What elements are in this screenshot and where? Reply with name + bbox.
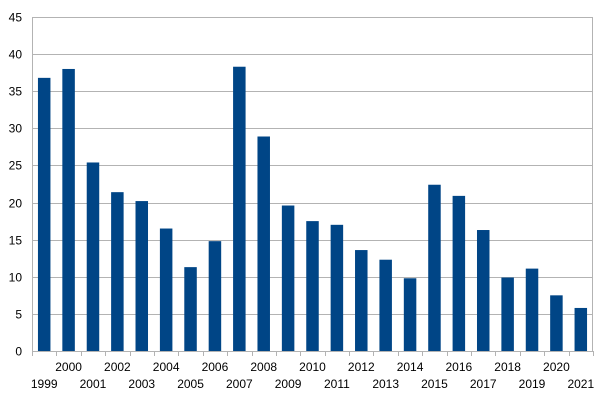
x-tick-label-2017: 2017 — [470, 377, 497, 391]
bar-2002 — [111, 192, 124, 351]
bar-2020 — [550, 295, 563, 351]
bar-2005 — [184, 267, 197, 351]
x-tick-label-2002: 2002 — [104, 360, 131, 374]
x-tick-label-2001: 2001 — [80, 377, 107, 391]
bar-2010 — [306, 221, 319, 351]
x-tick-label-2018: 2018 — [494, 360, 521, 374]
y-tick-label: 10 — [9, 271, 23, 285]
bar-2012 — [355, 250, 368, 351]
bars — [37, 66, 588, 352]
x-tick-label-2016: 2016 — [445, 360, 472, 374]
y-tick-label: 15 — [9, 234, 23, 248]
y-tick-label: 5 — [15, 308, 22, 322]
bar-2021 — [574, 307, 588, 351]
bar-2015 — [428, 184, 441, 351]
x-tick-label-2007: 2007 — [226, 377, 253, 391]
x-tick-label-2013: 2013 — [372, 377, 399, 391]
bar-1999 — [37, 77, 51, 352]
x-tick-label-2011: 2011 — [324, 377, 350, 391]
bar-2008 — [257, 136, 270, 351]
bar-2001 — [86, 162, 100, 351]
bar-2004 — [159, 228, 173, 351]
y-tick-label: 0 — [15, 345, 22, 359]
gridlines — [32, 17, 593, 352]
bar-2011 — [330, 224, 344, 351]
y-tick-labels: 0 5 10 15 20 25 30 35 40 45 — [9, 11, 23, 359]
x-tick-label-2005: 2005 — [177, 377, 204, 391]
x-tick-label-2004: 2004 — [153, 360, 180, 374]
x-tick-label-2009: 2009 — [275, 377, 302, 391]
x-tick-label-2000: 2000 — [55, 360, 82, 374]
bar-2016 — [452, 195, 466, 351]
y-tick-label: 40 — [9, 48, 23, 62]
bar-2006 — [208, 241, 222, 351]
bar-2007 — [233, 66, 246, 351]
bar-2000 — [62, 68, 75, 352]
x-tick-label-2014: 2014 — [397, 360, 424, 374]
x-tick-label-1999: 1999 — [31, 377, 58, 391]
x-tick-label-2010: 2010 — [299, 360, 326, 374]
x-tick-label-2003: 2003 — [128, 377, 155, 391]
bar-2003 — [135, 201, 149, 351]
bar-2019 — [525, 268, 539, 351]
axes — [32, 17, 594, 356]
x-tick-label-2015: 2015 — [421, 377, 448, 391]
x-tick-label-2019: 2019 — [519, 377, 546, 391]
x-tick-label-2021: 2021 — [567, 377, 594, 391]
y-tick-label: 45 — [9, 11, 23, 25]
x-tick-label-2008: 2008 — [250, 360, 277, 374]
bar-2018 — [501, 277, 514, 351]
y-tick-label: 35 — [9, 85, 23, 99]
bar-2009 — [281, 205, 295, 351]
y-tick-label: 25 — [9, 159, 23, 173]
y-tick-label: 20 — [9, 197, 23, 211]
x-tick-label-2006: 2006 — [202, 360, 229, 374]
bar-2017 — [476, 230, 490, 351]
bar-2014 — [403, 278, 417, 351]
x-tick-labels: 1999 2000 2001 2002 2003 2004 2005 2006 2007 2008… — [31, 360, 595, 391]
y-tick-label: 30 — [9, 122, 23, 136]
x-tick-label-2020: 2020 — [543, 360, 570, 374]
x-tick-label-2012: 2012 — [348, 360, 375, 374]
bar-2013 — [379, 259, 392, 351]
